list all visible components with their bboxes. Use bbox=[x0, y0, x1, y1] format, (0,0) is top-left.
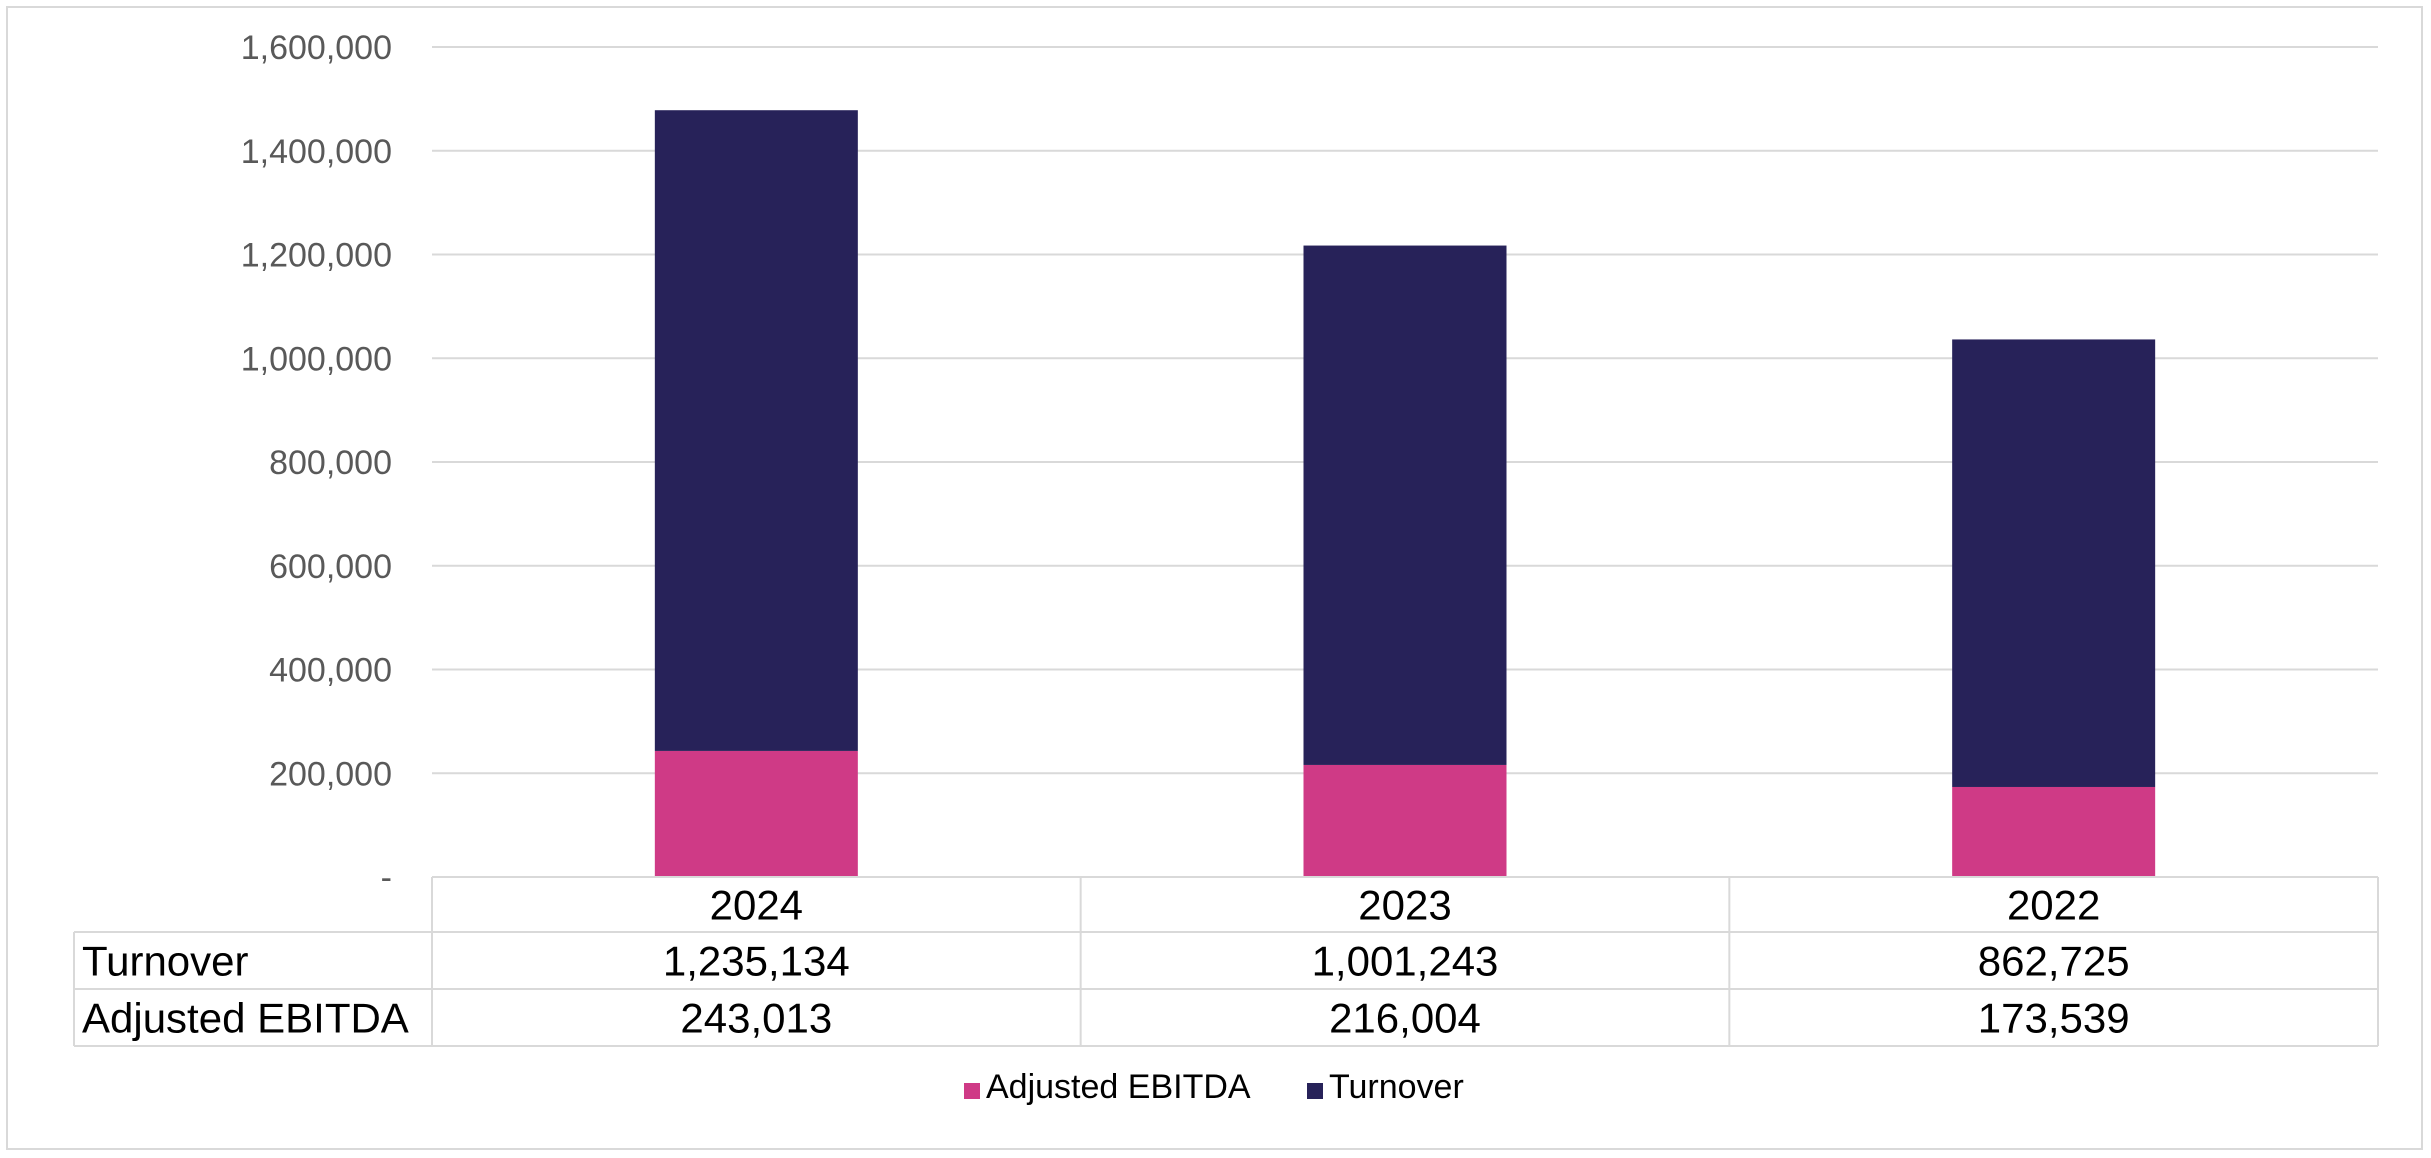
table-row-label: Adjusted EBITDA bbox=[82, 995, 409, 1042]
chart-frame bbox=[6, 6, 2423, 1150]
legend-swatch bbox=[964, 1083, 980, 1099]
y-tick-label: 800,000 bbox=[269, 444, 392, 482]
table-cell-value: 243,013 bbox=[680, 995, 832, 1042]
legend-swatch bbox=[1307, 1083, 1323, 1099]
table-cell-value: 216,004 bbox=[1329, 995, 1481, 1042]
bar-adjusted-ebitda-2023 bbox=[1303, 764, 1507, 877]
table-cell-value: 1,235,134 bbox=[663, 938, 850, 985]
y-tick-label: 1,000,000 bbox=[241, 340, 392, 378]
y-tick-label: 200,000 bbox=[269, 755, 392, 793]
y-tick-label: 600,000 bbox=[269, 548, 392, 586]
bar-turnover-2022 bbox=[1952, 339, 2156, 787]
category-label: 2023 bbox=[1358, 882, 1451, 929]
bar-turnover-2023 bbox=[1303, 245, 1507, 765]
y-tick-label: 1,400,000 bbox=[241, 133, 392, 171]
bar-turnover-2024 bbox=[654, 110, 858, 751]
y-axis-tick-labels: - 200,000 400,000 600,000 800,000 1,000,000 1,… bbox=[241, 29, 392, 897]
y-tick-label: 1,600,000 bbox=[241, 29, 392, 67]
bars bbox=[654, 110, 2156, 877]
legend-label: Turnover bbox=[1329, 1068, 1464, 1106]
bar-adjusted-ebitda-2024 bbox=[654, 750, 858, 877]
legend-label: Adjusted EBITDA bbox=[986, 1068, 1251, 1106]
category-label: 2022 bbox=[2007, 882, 2100, 929]
table-cell-value: 862,725 bbox=[1978, 938, 2130, 985]
y-tick-label: - bbox=[381, 859, 392, 897]
y-tick-label: 400,000 bbox=[269, 652, 392, 690]
bar-adjusted-ebitda-2022 bbox=[1952, 786, 2156, 877]
table-cell-value: 1,001,243 bbox=[1312, 938, 1499, 985]
legend: Adjusted EBITDA Turnover bbox=[964, 1068, 1464, 1106]
table-row-label: Turnover bbox=[82, 938, 249, 985]
category-label: 2024 bbox=[710, 882, 803, 929]
y-tick-label: 1,200,000 bbox=[241, 237, 392, 275]
table-cell-value: 173,539 bbox=[1978, 995, 2130, 1042]
data-table: 2024 2023 2022 Turnover 1,235,134 1,001,243 86… bbox=[73, 876, 2379, 1047]
